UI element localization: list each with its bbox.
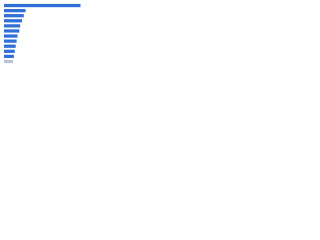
bar	[4, 59, 13, 64]
bar	[4, 19, 22, 23]
bar	[4, 24, 21, 28]
bar	[4, 49, 15, 53]
bar	[4, 8, 26, 13]
chart	[4, 3, 81, 64]
bar	[4, 34, 18, 38]
bar	[4, 29, 20, 33]
bar	[4, 3, 81, 8]
bar	[4, 44, 16, 48]
bar	[4, 14, 24, 18]
page: {"chart_data": {"type": "bar", "orientat…	[0, 0, 100, 71]
bar	[4, 39, 17, 43]
bar	[4, 54, 14, 59]
